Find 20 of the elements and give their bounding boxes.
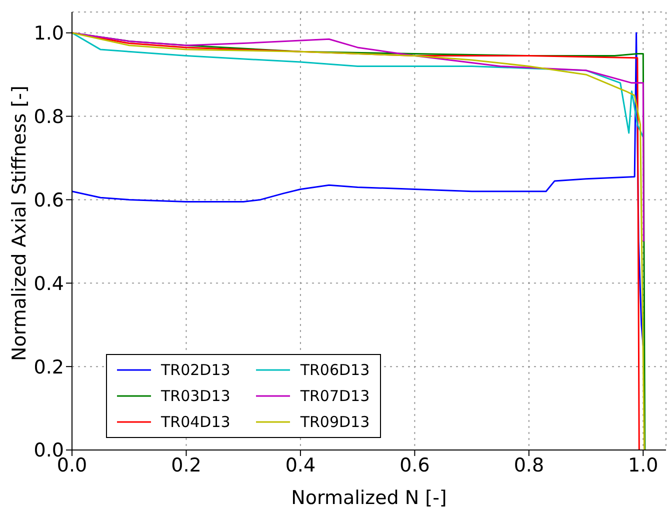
line-series [72,32,644,242]
legend-label: TR07D13 [300,387,370,405]
y-axis-title: Normalized Axial Stiffness [-] [8,86,31,361]
line-series [72,32,644,138]
legend-label: TR04D13 [161,413,230,431]
legend-label: TR02D13 [161,361,230,379]
x-tick-label: 0.2 [171,454,202,476]
x-tick-label: 0.6 [400,454,430,476]
y-tick-label: 0.6 [34,189,64,212]
y-tick-label: 0.2 [34,356,64,378]
y-tick-label: 0.4 [34,272,64,295]
y-tick-label: 1.0 [34,22,64,45]
legend-label: TR06D13 [300,361,370,379]
x-axis-title: Normalized N [-] [291,487,447,509]
x-tick-label: 1.0 [628,454,658,476]
legend-label: TR09D13 [300,413,370,431]
x-tick-label: 0.4 [285,454,316,476]
legend-label: TR03D13 [161,387,230,405]
x-tick-label: 0.8 [514,454,544,476]
y-tick-label: 0.8 [34,106,64,128]
